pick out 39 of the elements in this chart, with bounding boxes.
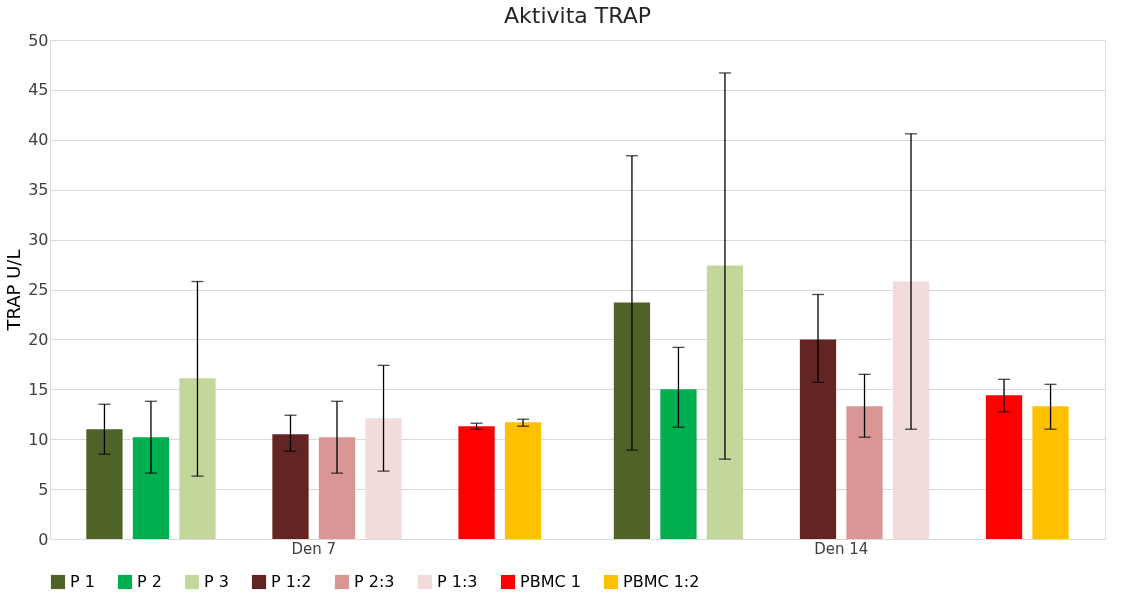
legend-label: P 1 bbox=[70, 572, 95, 591]
x-tick-label: Den 7 bbox=[291, 539, 337, 558]
legend-label: P 1:2 bbox=[271, 572, 312, 591]
legend-label: PBMC 1 bbox=[520, 572, 581, 591]
legend-label: P 1:3 bbox=[437, 572, 478, 591]
y-axis-title: TRAP U/L bbox=[3, 249, 25, 332]
legend-label: P 3 bbox=[204, 572, 229, 591]
bar bbox=[660, 389, 697, 539]
bar bbox=[318, 437, 356, 539]
bar bbox=[272, 434, 309, 539]
legend-label: PBMC 1:2 bbox=[623, 572, 700, 591]
bar bbox=[86, 429, 123, 539]
x-tick-label: Den 14 bbox=[814, 539, 869, 558]
bar bbox=[365, 418, 402, 539]
y-tick-label: 40 bbox=[28, 130, 49, 150]
bar bbox=[504, 422, 542, 539]
bar bbox=[985, 395, 1023, 539]
y-tick-label: 5 bbox=[38, 479, 49, 499]
legend-label: P 2:3 bbox=[354, 572, 395, 591]
bar bbox=[613, 302, 651, 539]
y-tick-label: 30 bbox=[28, 230, 49, 250]
y-tick-label: 15 bbox=[28, 379, 49, 399]
y-tick-label: 25 bbox=[28, 280, 49, 299]
bar bbox=[132, 437, 170, 539]
bar bbox=[1032, 406, 1069, 539]
bar bbox=[179, 378, 216, 539]
bar bbox=[892, 281, 930, 539]
legend-label: P 2 bbox=[137, 572, 162, 591]
y-tick-label: 0 bbox=[38, 529, 49, 549]
y-tick-label: 50 bbox=[28, 30, 49, 50]
y-tick-label: 35 bbox=[28, 180, 49, 200]
y-tick-label: 20 bbox=[28, 329, 49, 349]
bar bbox=[706, 265, 744, 539]
bar bbox=[846, 406, 883, 539]
y-tick-label: 10 bbox=[28, 429, 49, 449]
bar bbox=[799, 339, 837, 539]
bar bbox=[458, 426, 495, 539]
chart-title: Aktivita TRAP bbox=[504, 3, 651, 28]
y-tick-label: 45 bbox=[28, 80, 49, 100]
